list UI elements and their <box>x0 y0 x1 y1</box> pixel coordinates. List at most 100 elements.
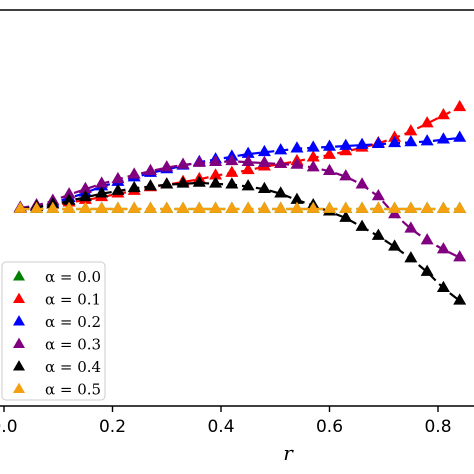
data-point-marker <box>111 171 125 184</box>
data-point-marker <box>127 201 141 213</box>
data-point-marker <box>62 201 76 213</box>
data-point-marker <box>176 201 190 213</box>
series-line <box>20 181 461 302</box>
data-point-marker <box>78 201 92 213</box>
data-point-marker <box>323 147 336 159</box>
data-point-marker <box>339 138 353 150</box>
data-point-marker <box>355 177 369 189</box>
x-tick-label: 0.4 <box>207 417 234 437</box>
data-point-marker <box>388 239 402 251</box>
data-point-marker <box>143 163 157 176</box>
data-point-marker <box>192 155 206 167</box>
data-point-marker <box>355 201 369 213</box>
data-point-marker <box>209 168 223 180</box>
data-point-marker <box>453 130 467 142</box>
data-point-marker <box>95 201 109 213</box>
series-4 <box>13 175 467 305</box>
series-line <box>20 106 461 211</box>
data-point-marker <box>371 136 385 149</box>
legend-marker <box>13 337 25 349</box>
data-point-marker <box>436 242 450 254</box>
data-point-marker <box>420 116 434 128</box>
data-point-marker <box>30 201 44 213</box>
legend-marker <box>13 382 25 394</box>
data-point-marker <box>13 201 27 213</box>
data-point-marker <box>420 264 434 276</box>
legend-marker <box>13 270 25 281</box>
data-point-marker <box>323 201 336 213</box>
legend-frame <box>1 261 106 401</box>
data-point-marker <box>323 139 336 151</box>
data-point-marker <box>143 201 157 213</box>
data-point-marker <box>436 280 450 293</box>
data-point-marker <box>78 189 92 202</box>
data-point-marker <box>225 177 239 189</box>
data-point-marker <box>274 201 288 213</box>
data-point-marker <box>241 201 255 213</box>
x-tick-label: 0.2 <box>99 417 126 437</box>
data-point-marker <box>241 162 255 175</box>
data-point-marker <box>241 154 255 167</box>
data-point-marker <box>257 181 271 194</box>
data-point-marker <box>339 201 353 213</box>
data-point-marker <box>192 175 206 187</box>
data-point-marker <box>274 186 288 198</box>
data-point-marker <box>274 143 288 155</box>
legend-label: α = 0.1 <box>45 291 101 309</box>
data-point-marker <box>453 99 467 112</box>
data-point-marker <box>420 233 434 245</box>
data-point-marker <box>290 192 304 204</box>
data-point-marker <box>78 181 92 194</box>
data-point-marker <box>306 140 320 152</box>
legend-label: α = 0.2 <box>45 313 101 331</box>
data-point-marker <box>160 160 174 172</box>
data-point-marker <box>160 201 174 213</box>
data-point-marker <box>453 293 467 305</box>
series-5 <box>13 201 467 213</box>
data-point-marker <box>209 154 223 167</box>
data-point-marker <box>143 179 157 191</box>
series-layer <box>13 99 467 305</box>
x-tick-label: 0.6 <box>316 417 343 437</box>
data-point-marker <box>111 183 125 195</box>
data-point-marker <box>371 201 385 213</box>
x-tick-label: 0.0 <box>0 417 18 437</box>
data-point-marker <box>241 179 255 191</box>
data-point-marker <box>274 156 288 168</box>
data-point-marker <box>290 157 304 169</box>
legend-marker <box>13 292 25 304</box>
data-point-marker <box>95 186 109 198</box>
legend-label: α = 0.5 <box>45 381 101 399</box>
data-point-marker <box>404 221 418 233</box>
data-point-marker <box>420 201 434 213</box>
data-point-marker <box>290 201 304 213</box>
data-point-marker <box>355 219 369 231</box>
data-point-marker <box>388 201 402 213</box>
data-point-marker <box>404 124 418 136</box>
data-point-marker <box>192 201 206 213</box>
x-axis-label: r <box>283 441 294 465</box>
data-point-marker <box>290 141 304 153</box>
data-point-marker <box>323 163 336 176</box>
data-point-marker <box>257 144 271 157</box>
legend-label: α = 0.3 <box>45 336 101 354</box>
data-point-marker <box>62 187 76 199</box>
data-point-marker <box>355 137 369 149</box>
series-line <box>20 160 461 259</box>
data-point-marker <box>225 165 239 177</box>
data-point-marker <box>176 157 190 169</box>
data-point-marker <box>257 155 271 167</box>
data-point-marker <box>306 150 320 162</box>
data-point-marker <box>241 146 255 158</box>
data-point-marker <box>127 167 141 179</box>
legend: α = 0.0 α = 0.1 α = 0.2 α = 0.3 α = 0.4 α = 0… <box>1 261 106 401</box>
legend-marker <box>13 315 25 326</box>
data-point-marker <box>404 201 418 213</box>
legend-label: α = 0.4 <box>45 358 101 376</box>
legend-label: α = 0.0 <box>45 268 101 286</box>
x-tick-label: 0.8 <box>424 417 451 437</box>
data-point-marker <box>225 153 239 166</box>
series-line <box>20 136 460 210</box>
